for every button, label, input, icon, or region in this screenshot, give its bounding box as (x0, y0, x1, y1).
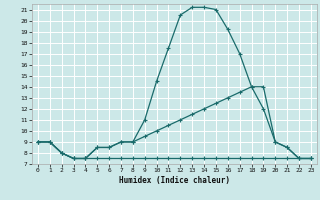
X-axis label: Humidex (Indice chaleur): Humidex (Indice chaleur) (119, 176, 230, 185)
